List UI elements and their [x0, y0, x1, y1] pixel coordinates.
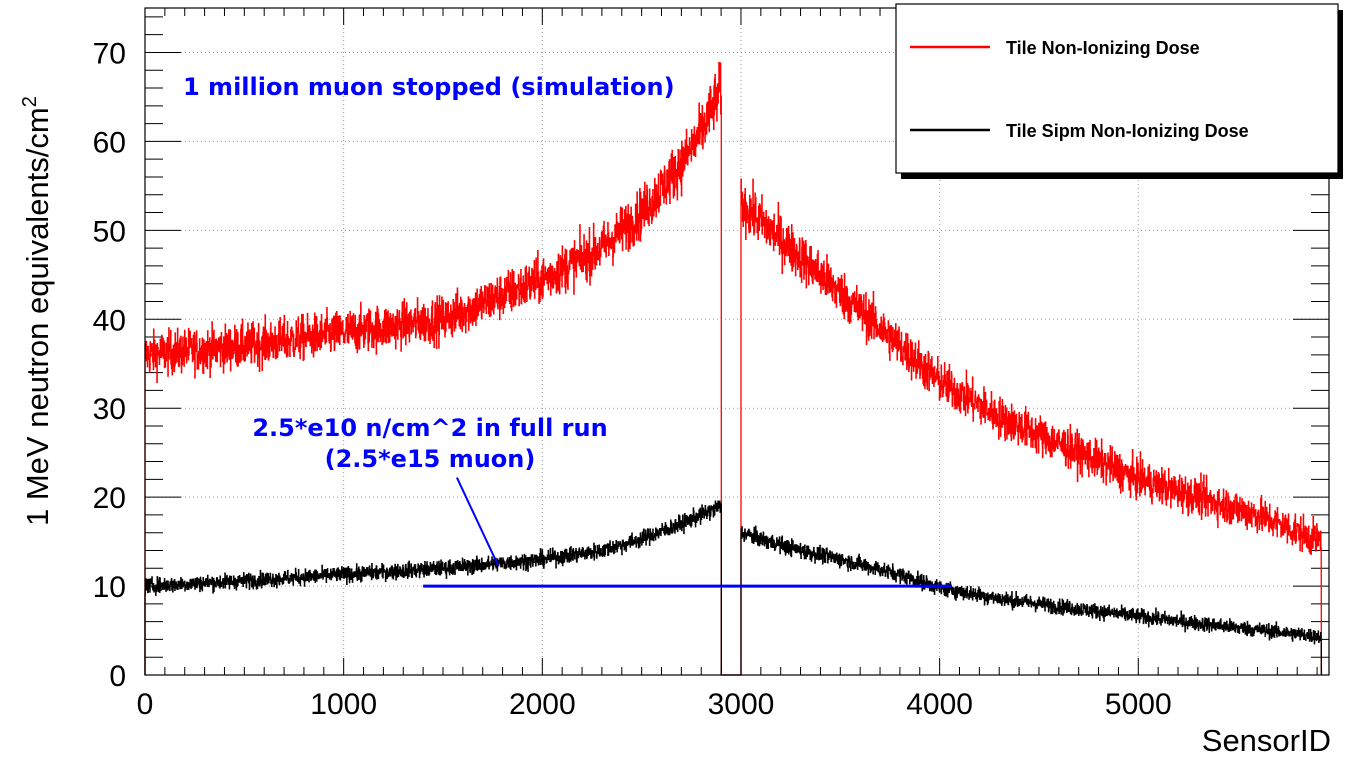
y-tick-label: 20	[93, 482, 126, 515]
y-tick-label: 10	[93, 571, 126, 604]
legend-label-sipm: Tile Sipm Non-Ionizing Dose	[1006, 121, 1249, 141]
y-tick-label: 60	[93, 126, 126, 159]
x-tick-label: 5000	[1105, 688, 1172, 721]
x-tick-label: 2000	[509, 688, 576, 721]
y-axis-title: 1 MeV neutron equivalents/cm2	[19, 96, 55, 526]
y-axis-title-superscript: 2	[19, 96, 41, 107]
annotation-full-run-line1: 2.5*e10 n/cm^2 in full run	[252, 414, 607, 442]
annotation-graphics	[423, 477, 952, 588]
x-tick-label: 4000	[906, 688, 973, 721]
annotation-full-run-line2: (2.5*e15 muon)	[325, 445, 536, 473]
y-tick-label: 70	[93, 37, 126, 70]
x-tick-label: 0	[137, 688, 154, 721]
legend-label-tile: Tile Non-Ionizing Dose	[1006, 38, 1200, 58]
legend-box	[895, 3, 1339, 174]
x-tick-label: 1000	[310, 688, 377, 721]
y-tick-label: 0	[109, 660, 126, 693]
y-tick-label: 40	[93, 304, 126, 337]
x-tick-label: 3000	[708, 688, 775, 721]
plot-frame	[144, 7, 1330, 676]
x-axis-title: SensorID	[1202, 723, 1331, 758]
y-tick-label: 50	[93, 215, 126, 248]
y-axis-title-main: 1 MeV neutron equivalents/cm	[20, 107, 55, 526]
y-tick-label: 30	[93, 393, 126, 426]
annotation-arrow	[455, 477, 500, 567]
legend: Tile Non-Ionizing Dose Tile Sipm Non-Ion…	[895, 3, 1343, 179]
annotation-simulation: 1 million muon stopped (simulation)	[183, 73, 675, 101]
tick-labels: 0 1000 2000 3000 4000 5000 0 10 20 30 40 50 60 70	[93, 37, 1172, 721]
